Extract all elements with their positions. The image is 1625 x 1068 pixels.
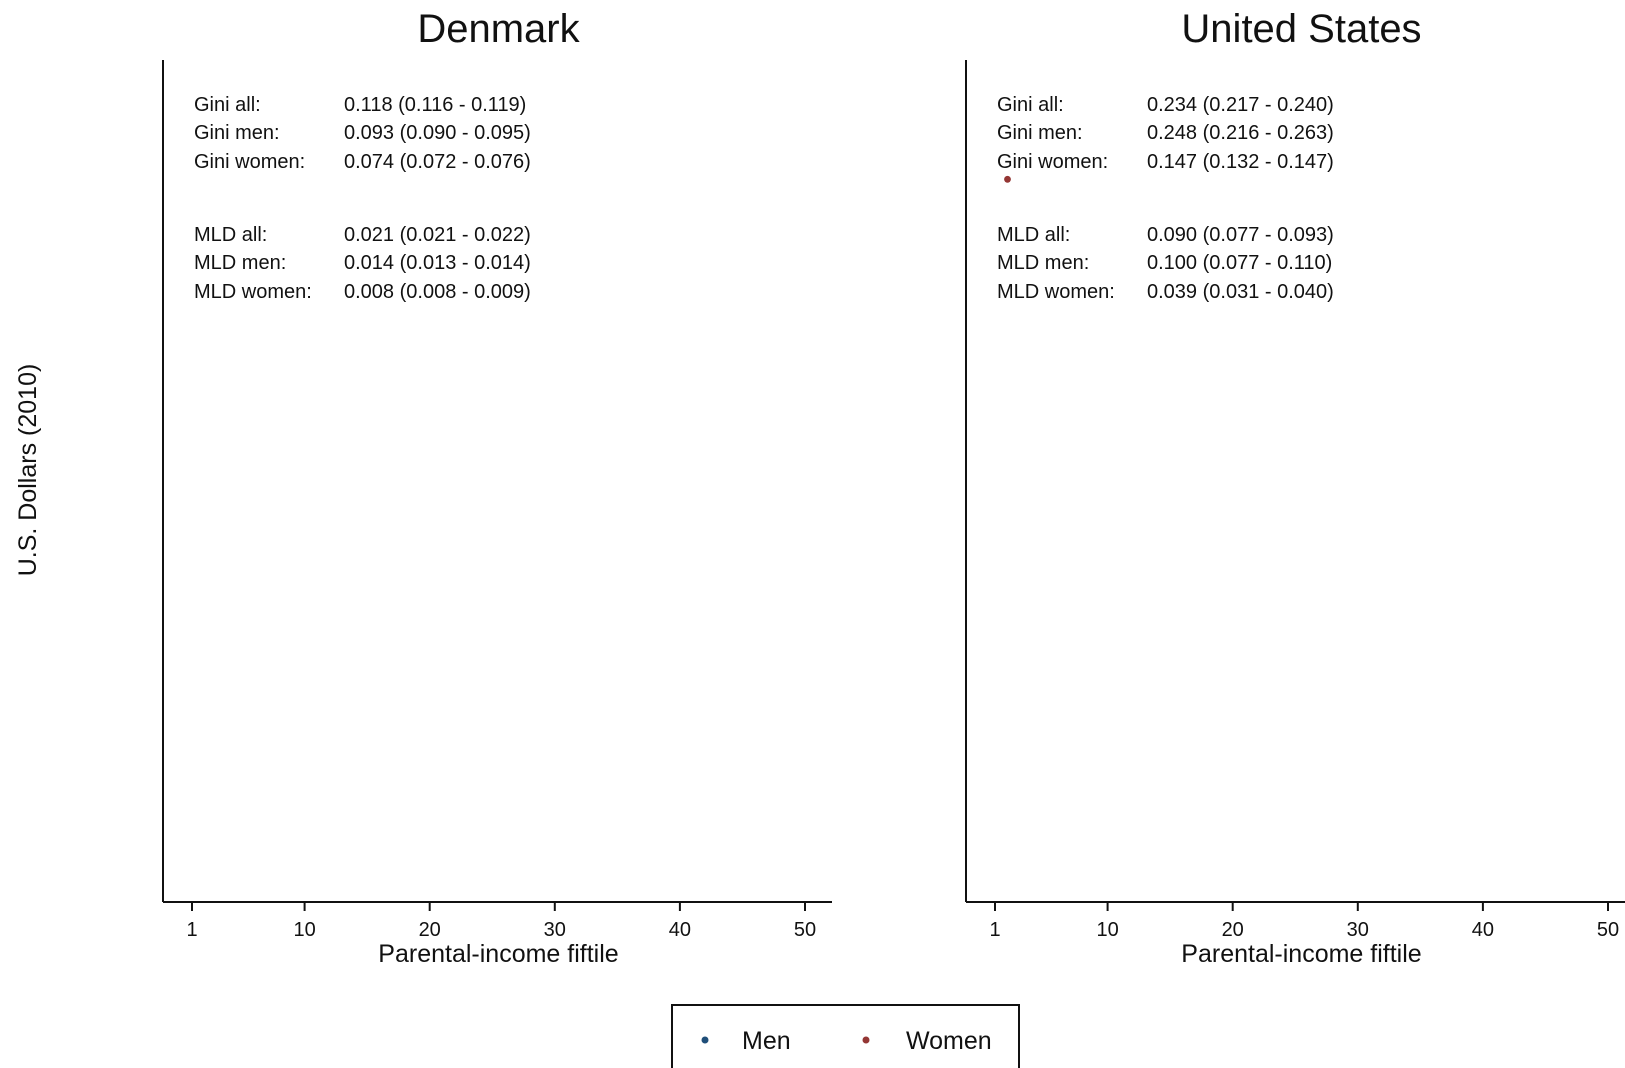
stat-value: 0.074 (0.072 - 0.076) bbox=[344, 151, 531, 173]
stat-label: MLD all: bbox=[997, 224, 1070, 246]
x-axis-label: Parental-income fiftile bbox=[1181, 940, 1421, 968]
stat-value: 0.100 (0.077 - 0.110) bbox=[1147, 252, 1332, 274]
x-tick-label: 50 bbox=[1597, 919, 1619, 941]
x-tick-label: 10 bbox=[293, 919, 315, 941]
x-tick-label: 30 bbox=[544, 919, 566, 941]
stat-value: 0.118 (0.116 - 0.119) bbox=[344, 94, 526, 116]
x-tick-label: 1 bbox=[989, 919, 1000, 941]
stat-label: Gini men: bbox=[997, 122, 1083, 144]
x-tick-label: 10 bbox=[1096, 919, 1118, 941]
x-tick-label: 1 bbox=[186, 919, 197, 941]
stat-label: MLD all: bbox=[194, 224, 267, 246]
y-axis-label: U.S. Dollars (2010) bbox=[14, 364, 42, 577]
data-point-women bbox=[1004, 175, 1011, 183]
stat-value: 0.234 (0.217 - 0.240) bbox=[1147, 94, 1334, 116]
legend-box bbox=[671, 1004, 1020, 1068]
stat-value: 0.021 (0.021 - 0.022) bbox=[344, 224, 531, 246]
legend: Men Women bbox=[671, 1004, 1020, 1068]
stat-label: Gini women: bbox=[997, 151, 1108, 173]
stat-value: 0.147 (0.132 - 0.147) bbox=[1147, 151, 1334, 173]
x-tick-label: 20 bbox=[419, 919, 441, 941]
x-axis-label: Parental-income fiftile bbox=[378, 940, 618, 968]
stat-label: Gini women: bbox=[194, 151, 305, 173]
chart-panel-denmark: Denmark200004000060000800001000001200001… bbox=[162, 7, 832, 968]
series-women bbox=[1004, 175, 1011, 183]
x-tick-label: 40 bbox=[669, 919, 691, 941]
x-tick-label: 50 bbox=[794, 919, 816, 941]
chart-title: Denmark bbox=[417, 7, 580, 51]
stat-value: 0.039 (0.031 - 0.040) bbox=[1147, 281, 1334, 303]
stat-label: Gini all: bbox=[194, 94, 261, 116]
x-tick-label: 40 bbox=[1472, 919, 1494, 941]
x-tick-label: 20 bbox=[1222, 919, 1244, 941]
stat-value: 0.008 (0.008 - 0.009) bbox=[344, 281, 531, 303]
stat-label: MLD women: bbox=[194, 281, 312, 303]
chart-title: United States bbox=[1181, 7, 1421, 51]
stat-label: MLD men: bbox=[194, 252, 286, 274]
stat-label: MLD men: bbox=[997, 252, 1089, 274]
stat-label: MLD women: bbox=[997, 281, 1115, 303]
stat-value: 0.093 (0.090 - 0.095) bbox=[344, 122, 531, 144]
x-tick-label: 30 bbox=[1347, 919, 1369, 941]
legend-marker-men bbox=[701, 1036, 709, 1044]
chart-panel-united-states: United States200004000060000800001000001… bbox=[965, 7, 1625, 968]
legend-marker-women bbox=[862, 1036, 870, 1044]
stat-label: Gini all: bbox=[997, 94, 1064, 116]
stat-label: Gini men: bbox=[194, 122, 280, 144]
stat-value: 0.014 (0.013 - 0.014) bbox=[344, 252, 531, 274]
stat-value: 0.090 (0.077 - 0.093) bbox=[1147, 224, 1334, 246]
stat-value: 0.248 (0.216 - 0.263) bbox=[1147, 122, 1334, 144]
legend-label-men: Men bbox=[742, 1027, 791, 1055]
legend-label-women: Women bbox=[906, 1027, 992, 1055]
